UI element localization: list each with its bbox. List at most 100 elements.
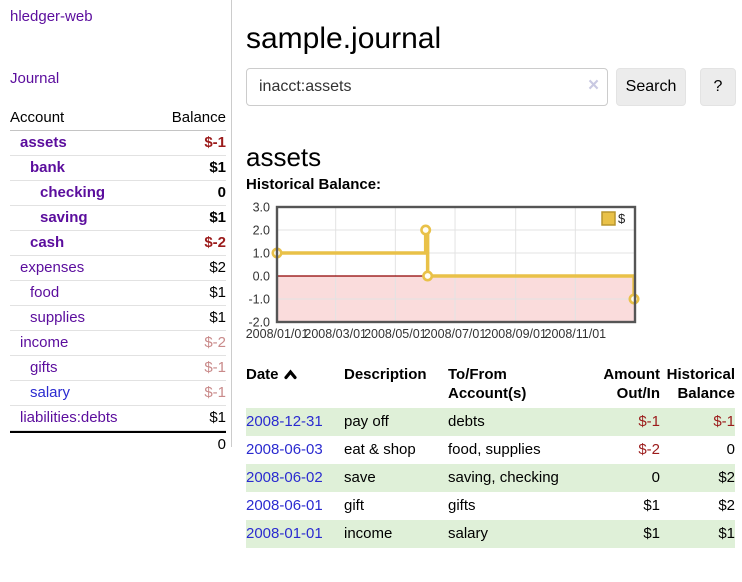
transaction-amount: $1 bbox=[643, 497, 660, 514]
sidebar-account-link[interactable]: liabilities:debts bbox=[20, 409, 118, 426]
transaction-description: gift bbox=[344, 497, 365, 514]
search-button[interactable]: Search bbox=[616, 68, 686, 106]
help-button[interactable]: ? bbox=[700, 68, 736, 106]
transaction-amount: $-1 bbox=[638, 413, 660, 430]
account-row: assets $-1 bbox=[10, 131, 226, 156]
account-row: food $1 bbox=[10, 281, 226, 306]
column-header-date[interactable]: Date bbox=[246, 363, 344, 408]
accounts-total: 0 bbox=[10, 431, 226, 457]
transaction-balance: 0 bbox=[726, 441, 735, 458]
account-row: cash $-2 bbox=[10, 231, 226, 256]
transaction-date-link[interactable]: 2008-06-01 bbox=[246, 497, 323, 514]
accounts-header-balance: Balance bbox=[171, 109, 226, 126]
account-balance: $1 bbox=[209, 159, 226, 176]
chart-title: Historical Balance: bbox=[246, 176, 382, 193]
sidebar-account-link[interactable]: supplies bbox=[30, 309, 86, 326]
historical-balance-chart[interactable]: 3.0 2.0 1.0 0.0 -1.0 -2.0 2008/01/01 2008/03/01… bbox=[243, 201, 643, 344]
account-balance: $1 bbox=[209, 409, 226, 426]
svg-text:2008/11/01: 2008/11/01 bbox=[545, 327, 607, 341]
svg-text:2.0: 2.0 bbox=[253, 224, 270, 238]
chart-canvas: 3.0 2.0 1.0 0.0 -1.0 -2.02008/01/012008/03/01… bbox=[246, 201, 640, 341]
account-row: saving $1 bbox=[10, 206, 226, 231]
transaction-date[interactable]: 2008-06-01 bbox=[246, 492, 344, 520]
svg-text:-1.0: -1.0 bbox=[248, 293, 270, 307]
transaction-accounts: food, supplies bbox=[448, 441, 541, 458]
transaction-accounts: saving, checking bbox=[448, 469, 559, 486]
transactions-table: Date Description To/From Account(s) Amou… bbox=[246, 363, 735, 548]
account-balance: $-1 bbox=[204, 134, 226, 151]
column-header-accounts: To/From Account(s) bbox=[448, 366, 527, 402]
account-balance: $-2 bbox=[204, 334, 226, 351]
svg-text:2008/01/01: 2008/01/01 bbox=[246, 327, 309, 341]
account-balance: $1 bbox=[209, 209, 226, 226]
account-balance: $2 bbox=[209, 259, 226, 276]
transaction-row: 2008-06-01 gift gifts $1 $2 bbox=[246, 492, 735, 520]
sort-ascending-icon bbox=[283, 369, 297, 380]
transaction-description: save bbox=[344, 469, 376, 486]
clear-search-icon[interactable]: × bbox=[588, 75, 600, 96]
svg-text:1.0: 1.0 bbox=[253, 247, 270, 261]
transaction-description: eat & shop bbox=[344, 441, 416, 458]
transaction-date-link[interactable]: 2008-12-31 bbox=[246, 413, 323, 430]
transaction-date[interactable]: 2008-06-03 bbox=[246, 436, 344, 464]
transaction-date-link[interactable]: 2008-01-01 bbox=[246, 525, 323, 542]
transaction-date[interactable]: 2008-12-31 bbox=[246, 408, 344, 436]
account-balance: $-2 bbox=[204, 234, 226, 251]
sidebar-account-link[interactable]: assets bbox=[20, 134, 67, 151]
page-title: sample.journal bbox=[246, 22, 442, 56]
svg-text:2008/05/01: 2008/05/01 bbox=[364, 327, 427, 341]
account-row: bank $1 bbox=[10, 156, 226, 181]
svg-text:2008/07/01: 2008/07/01 bbox=[424, 327, 487, 341]
account-balance: 0 bbox=[217, 184, 226, 201]
transaction-date-link[interactable]: 2008-06-03 bbox=[246, 441, 323, 458]
accounts-header: Account Balance bbox=[10, 106, 226, 131]
search-input[interactable] bbox=[246, 68, 608, 106]
svg-text:-2.0: -2.0 bbox=[248, 316, 270, 330]
transaction-accounts: gifts bbox=[448, 497, 476, 514]
transaction-date[interactable]: 2008-06-02 bbox=[246, 464, 344, 492]
transaction-amount: $1 bbox=[643, 525, 660, 542]
transaction-balance: $2 bbox=[718, 469, 735, 486]
column-header-balance: Historical Balance bbox=[666, 366, 735, 402]
svg-text:2008/09/01: 2008/09/01 bbox=[484, 327, 547, 341]
svg-text:0.0: 0.0 bbox=[253, 270, 270, 284]
transaction-date[interactable]: 2008-01-01 bbox=[246, 520, 344, 548]
account-row: salary $-1 bbox=[10, 381, 226, 406]
account-row: supplies $1 bbox=[10, 306, 226, 331]
accounts-rows: assets $-1 bank $1 checking 0 saving $1 cash $-2 e… bbox=[10, 131, 226, 431]
account-row: liabilities:debts $1 bbox=[10, 406, 226, 431]
sidebar-account-link[interactable]: bank bbox=[30, 159, 66, 176]
transaction-description: income bbox=[344, 525, 393, 542]
sidebar-account-link[interactable]: gifts bbox=[30, 359, 58, 376]
account-heading: assets bbox=[246, 141, 322, 172]
app-title-link[interactable]: hledger-web bbox=[10, 8, 93, 25]
transaction-accounts: salary bbox=[448, 525, 489, 542]
transaction-row: 2008-06-03 eat & shop food, supplies $-2 0 bbox=[246, 436, 735, 464]
transaction-accounts: debts bbox=[448, 413, 485, 430]
sidebar-account-link[interactable]: saving bbox=[40, 209, 88, 226]
transaction-balance: $1 bbox=[718, 525, 735, 542]
accounts-header-account: Account bbox=[10, 109, 65, 126]
account-row: expenses $2 bbox=[10, 256, 226, 281]
sidebar-account-link[interactable]: salary bbox=[30, 384, 71, 401]
sidebar-account-link[interactable]: food bbox=[30, 284, 60, 301]
transaction-description: pay off bbox=[344, 413, 389, 430]
sidebar-account-link[interactable]: cash bbox=[30, 234, 65, 251]
svg-text:$: $ bbox=[618, 211, 626, 226]
transactions-header-row: Date Description To/From Account(s) Amou… bbox=[246, 363, 735, 408]
sidebar-account-link[interactable]: expenses bbox=[20, 259, 85, 276]
transaction-date-link[interactable]: 2008-06-02 bbox=[246, 469, 323, 486]
account-balance: $1 bbox=[209, 309, 226, 326]
sidebar-account-link[interactable]: checking bbox=[40, 184, 106, 201]
sidebar: hledger-web Journal Account Balance asse… bbox=[0, 0, 232, 453]
sidebar-item-journal[interactable]: Journal bbox=[10, 70, 60, 87]
svg-text:3.0: 3.0 bbox=[253, 202, 270, 215]
transaction-balance: $-1 bbox=[713, 413, 735, 430]
column-header-description: Description bbox=[344, 366, 427, 383]
transaction-row: 2008-12-31 pay off debts $-1 $-1 bbox=[246, 408, 735, 436]
sidebar-account-link[interactable]: income bbox=[20, 334, 69, 351]
accounts-tree: Account Balance assets $-1 bank $1 checking 0… bbox=[10, 106, 226, 457]
account-balance: $-1 bbox=[204, 359, 226, 376]
account-balance: $-1 bbox=[204, 384, 226, 401]
